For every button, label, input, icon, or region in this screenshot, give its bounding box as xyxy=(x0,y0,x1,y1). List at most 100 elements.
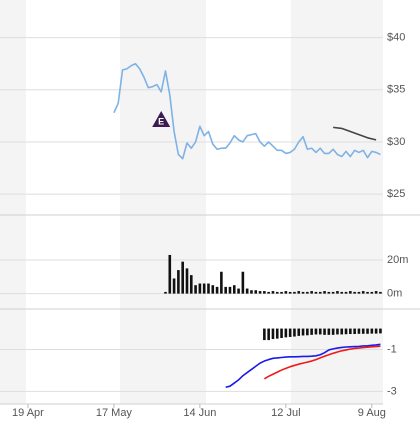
bar xyxy=(301,291,305,294)
y-tick-label: -1 xyxy=(387,343,397,355)
line-series xyxy=(225,343,381,389)
bar xyxy=(168,254,172,294)
bar xyxy=(370,291,374,294)
bar xyxy=(232,285,236,294)
bar xyxy=(189,275,193,294)
bar xyxy=(275,328,279,339)
bar xyxy=(314,291,318,294)
bar xyxy=(177,270,180,294)
bar xyxy=(263,328,266,341)
bar xyxy=(379,291,382,294)
period-band xyxy=(0,0,26,404)
bar xyxy=(349,328,352,335)
bar xyxy=(366,291,369,294)
marker-shape xyxy=(152,111,171,128)
bar xyxy=(306,328,309,336)
bar xyxy=(241,271,245,294)
bar xyxy=(323,291,326,294)
bar xyxy=(374,328,378,334)
line-series xyxy=(333,126,377,141)
bar xyxy=(297,291,301,294)
bar xyxy=(215,286,219,294)
bar xyxy=(331,291,335,294)
bar xyxy=(185,268,189,294)
bar xyxy=(344,328,348,335)
bar xyxy=(288,291,292,294)
bar xyxy=(267,328,270,341)
bar xyxy=(164,291,167,294)
bar xyxy=(245,288,249,294)
bar xyxy=(280,328,283,338)
bar xyxy=(271,328,275,340)
bar xyxy=(357,291,361,294)
marker-label: E xyxy=(158,116,164,126)
bar xyxy=(340,328,344,335)
bar xyxy=(301,328,305,336)
y-tick-label: 20m xyxy=(387,254,408,266)
bar xyxy=(194,285,197,294)
bar xyxy=(318,291,322,294)
y-tick-label: $25 xyxy=(387,188,405,200)
bar xyxy=(280,291,283,294)
bar xyxy=(275,291,279,294)
bar xyxy=(284,291,288,294)
bar xyxy=(340,291,344,294)
x-tick-label: 19 Apr xyxy=(12,407,44,419)
bar xyxy=(361,328,365,334)
x-tick-label: 9 Aug xyxy=(358,407,386,419)
x-tick-label: 14 Jun xyxy=(183,407,216,419)
bar xyxy=(318,328,322,335)
line-series xyxy=(113,62,381,160)
bar xyxy=(258,291,262,294)
bar xyxy=(357,328,361,334)
bar xyxy=(323,328,326,335)
period-band xyxy=(120,0,206,404)
y-tick-label: $40 xyxy=(387,31,405,43)
bar xyxy=(374,291,378,294)
earnings-marker: E xyxy=(152,111,171,128)
y-tick-label: $35 xyxy=(387,84,405,96)
y-tick-label: 0m xyxy=(387,288,402,300)
y-tick-label: $30 xyxy=(387,136,405,148)
bar xyxy=(336,291,339,294)
bar xyxy=(271,291,275,294)
bar xyxy=(370,328,374,334)
bar xyxy=(267,291,270,294)
bar xyxy=(250,290,253,294)
bar xyxy=(310,328,313,335)
bar xyxy=(224,286,227,294)
bar xyxy=(293,291,296,294)
bar xyxy=(172,278,176,294)
bar xyxy=(263,291,266,294)
bar xyxy=(211,285,215,294)
bar xyxy=(310,291,313,294)
bar xyxy=(293,328,296,337)
bar xyxy=(220,271,223,294)
line-series xyxy=(263,345,381,380)
bar xyxy=(349,291,352,294)
bar xyxy=(327,291,331,294)
bar xyxy=(331,328,335,335)
bar xyxy=(181,261,184,294)
bar xyxy=(361,291,365,294)
bar xyxy=(254,290,258,294)
bar xyxy=(297,328,301,336)
bar xyxy=(366,328,369,334)
bar xyxy=(327,328,331,335)
x-tick-label: 12 Jul xyxy=(271,407,300,419)
bar xyxy=(353,328,356,335)
bar xyxy=(207,283,210,294)
x-tick-label: 17 May xyxy=(96,407,133,419)
bar xyxy=(288,328,292,337)
bar xyxy=(336,328,339,335)
bar xyxy=(237,288,240,294)
bar xyxy=(379,328,382,334)
bar xyxy=(202,283,206,294)
period-band xyxy=(291,0,383,404)
bar xyxy=(198,283,202,294)
bar xyxy=(314,328,318,335)
bar xyxy=(284,328,288,338)
bar xyxy=(306,291,309,294)
bar xyxy=(228,286,232,294)
